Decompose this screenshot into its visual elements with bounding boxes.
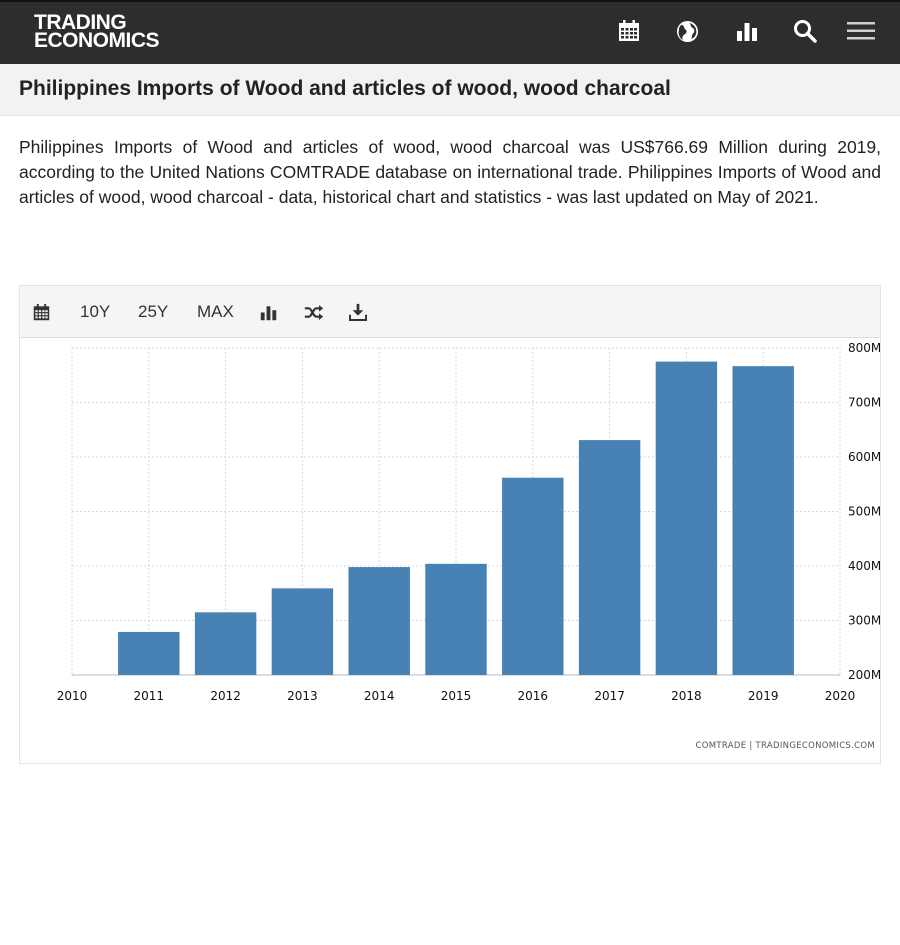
calendar-icon[interactable] bbox=[33, 286, 50, 338]
chart-toolbar: 10Y 25Y MAX bbox=[20, 286, 880, 338]
shuffle-icon[interactable] bbox=[304, 286, 324, 338]
x-tick-label: 2013 bbox=[287, 689, 318, 703]
x-tick-label: 2012 bbox=[210, 689, 241, 703]
bar-2016[interactable] bbox=[502, 477, 564, 675]
y-tick-label: 300M bbox=[848, 614, 880, 628]
y-tick-label: 500M bbox=[848, 505, 880, 519]
y-tick-label: 700M bbox=[848, 396, 880, 410]
bar-2013[interactable] bbox=[271, 588, 334, 675]
globe-icon[interactable] bbox=[674, 18, 700, 44]
x-tick-label: 2020 bbox=[825, 689, 856, 703]
x-tick-label: 2011 bbox=[134, 689, 165, 703]
title-band: Philippines Imports of Wood and articles… bbox=[0, 64, 900, 116]
y-tick-label: 400M bbox=[848, 559, 880, 573]
bar-2015[interactable] bbox=[425, 563, 487, 675]
bar-2012[interactable] bbox=[194, 612, 257, 675]
x-tick-label: 2015 bbox=[441, 689, 472, 703]
range-max-button[interactable]: MAX bbox=[197, 302, 234, 321]
menu-icon[interactable] bbox=[846, 18, 876, 44]
bar-chart-icon[interactable] bbox=[260, 286, 277, 338]
y-tick-label: 200M bbox=[848, 668, 880, 682]
range-25y-button[interactable]: 25Y bbox=[138, 302, 169, 321]
logo-line-1: TRADING bbox=[34, 11, 127, 34]
bar-2019[interactable] bbox=[732, 366, 794, 675]
calendar-icon[interactable] bbox=[616, 18, 642, 44]
page-description: Philippines Imports of Wood and articles… bbox=[19, 137, 881, 207]
chart-source-label: COMTRADE | TRADINGECONOMICS.COM bbox=[696, 741, 875, 751]
bar-2017[interactable] bbox=[578, 440, 641, 675]
chart-panel: 10Y 25Y MAX bbox=[19, 285, 881, 764]
bar-2014[interactable] bbox=[348, 567, 410, 675]
chart-tick-labels: 200M 300M 400M 500M 600M 700M 800M 2010 2011 2012… bbox=[57, 341, 880, 703]
trading-economics-logo[interactable]: TRADING ECONOMICS bbox=[34, 11, 160, 52]
bar-2011[interactable] bbox=[118, 631, 180, 675]
bar-chart-icon[interactable] bbox=[734, 18, 760, 44]
search-icon[interactable] bbox=[792, 18, 818, 44]
logo-line-2: ECONOMICS bbox=[34, 29, 160, 52]
bar-chart: 200M 300M 400M 500M 600M 700M 800M 2010 2011 2012… bbox=[57, 341, 880, 751]
page-title: Philippines Imports of Wood and articles… bbox=[19, 77, 671, 100]
y-tick-label: 800M bbox=[848, 341, 880, 355]
chart-bars bbox=[118, 361, 794, 675]
x-tick-label: 2016 bbox=[518, 689, 549, 703]
range-10y-button[interactable]: 10Y bbox=[80, 302, 111, 321]
x-tick-label: 2010 bbox=[57, 689, 88, 703]
download-icon[interactable] bbox=[349, 286, 367, 338]
y-tick-label: 600M bbox=[848, 450, 880, 464]
x-tick-label: 2018 bbox=[671, 689, 702, 703]
x-tick-label: 2014 bbox=[364, 689, 395, 703]
top-navbar: TRADING ECONOMICS bbox=[0, 0, 900, 64]
x-tick-label: 2017 bbox=[594, 689, 625, 703]
bar-2018[interactable] bbox=[655, 361, 718, 675]
x-tick-label: 2019 bbox=[748, 689, 779, 703]
